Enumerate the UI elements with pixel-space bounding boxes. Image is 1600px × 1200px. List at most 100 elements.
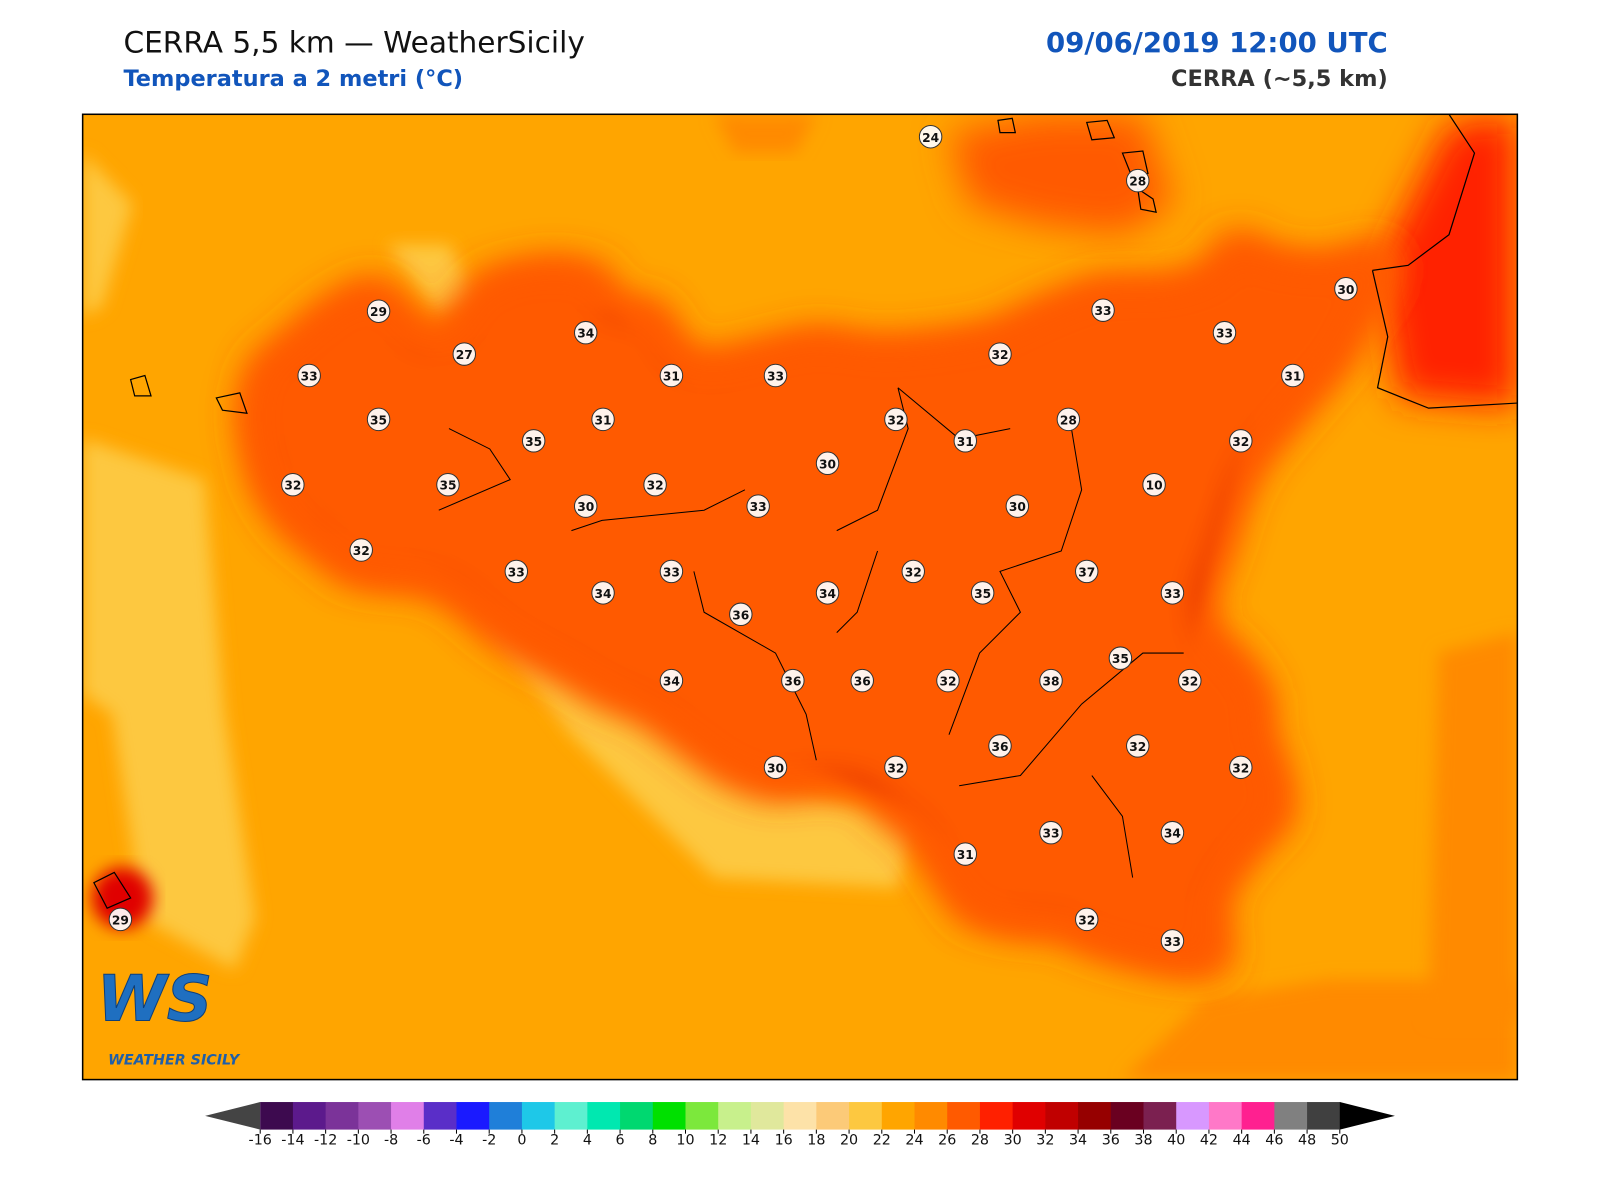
station-marker	[781, 668, 805, 693]
station: 31	[953, 429, 978, 453]
station: 34	[573, 320, 598, 345]
station: 32	[988, 342, 1012, 366]
station-value: 32	[1129, 740, 1146, 754]
station-value: 33	[508, 565, 525, 579]
station: 33	[763, 363, 788, 388]
colorbar-segment	[1078, 1102, 1112, 1130]
station-marker	[1005, 494, 1030, 518]
station-marker	[884, 407, 908, 432]
colorbar-segment	[947, 1102, 981, 1130]
station: 33	[1160, 581, 1185, 605]
station-marker	[815, 581, 840, 605]
pantelleria-heat	[91, 867, 154, 929]
subtitle: Temperatura a 2 metri (°C)	[123, 66, 463, 92]
colorbar-segment	[260, 1102, 294, 1130]
colorbar-tick-label: 48	[1298, 1132, 1316, 1148]
colorbar-tick-label: 8	[648, 1132, 657, 1148]
station: 29	[366, 299, 391, 323]
station-value: 33	[1164, 935, 1181, 949]
logo-mark: WS	[97, 961, 212, 1035]
warm-patch	[1428, 632, 1518, 1021]
station: 30	[1005, 494, 1030, 518]
station-value: 32	[284, 479, 301, 493]
station-marker	[763, 363, 788, 388]
station-value: 33	[1043, 827, 1060, 841]
aeolian-heat	[948, 114, 1174, 235]
calabria-coast	[1371, 114, 1518, 409]
station: 33	[297, 363, 321, 388]
station: 34	[659, 668, 684, 693]
station-value: 34	[819, 587, 836, 601]
station-value: 28	[1129, 175, 1146, 189]
colorbar-segment	[620, 1102, 654, 1130]
station: 27	[452, 342, 477, 366]
colorbar-tick-label: 46	[1265, 1132, 1283, 1148]
station-marker	[763, 755, 788, 780]
colorbar-segment	[489, 1102, 523, 1130]
station-value: 28	[1060, 413, 1077, 427]
colorbar-segment	[1045, 1102, 1079, 1130]
cool-patch	[82, 153, 133, 317]
station-value: 10	[1146, 479, 1163, 493]
calabria-heat	[1377, 114, 1518, 409]
station: 36	[850, 668, 874, 693]
station-marker	[349, 538, 373, 562]
station-value: 29	[370, 305, 387, 319]
datetime: 09/06/2019 12:00 UTC	[1046, 27, 1388, 59]
station-marker	[850, 668, 874, 693]
colorbar-segment	[456, 1102, 490, 1130]
station: 35	[970, 581, 995, 605]
station-marker	[366, 299, 391, 323]
station-value: 35	[439, 479, 456, 493]
cool-patch	[82, 438, 256, 970]
map-frame	[81, 113, 1519, 1081]
station-marker	[1126, 734, 1150, 758]
station-value: 29	[112, 913, 129, 927]
station: 32	[1178, 668, 1202, 693]
station: 33	[1212, 320, 1237, 345]
colorbar-tick-label: -4	[449, 1132, 463, 1148]
colorbar-segment	[750, 1102, 785, 1130]
station-marker	[1160, 820, 1185, 845]
station-marker	[108, 907, 133, 932]
station: 33	[504, 559, 529, 584]
station-value: 32	[887, 761, 904, 775]
station: 30	[763, 755, 788, 780]
colorbar-tick-label: 16	[775, 1132, 793, 1148]
station-value: 27	[456, 348, 473, 362]
station: 34	[1160, 820, 1185, 845]
station-marker	[1212, 320, 1237, 345]
station-marker	[1091, 298, 1115, 322]
station-marker	[1178, 668, 1202, 693]
station-value: 33	[750, 500, 767, 514]
colorbar-segment	[292, 1102, 327, 1130]
colorbar-tick-label: -16	[249, 1132, 272, 1148]
colorbar-tick-label: 12	[709, 1132, 727, 1148]
station-marker	[659, 668, 684, 693]
station-marker	[746, 494, 770, 518]
station-value: 38	[1043, 675, 1060, 689]
colorbar-tick-label: 44	[1233, 1132, 1251, 1148]
station-value: 32	[939, 675, 956, 689]
colorbar-segment	[1307, 1102, 1341, 1130]
station-value: 31	[663, 370, 680, 384]
station-value: 33	[301, 370, 318, 384]
colorbar-tick-label: -12	[314, 1132, 337, 1148]
colorbar-tick-label: 50	[1331, 1132, 1349, 1148]
station-marker	[659, 559, 684, 584]
station: 36	[781, 668, 805, 693]
station-value: 36	[784, 675, 801, 689]
colorbar-tick-label: -14	[281, 1132, 304, 1148]
station-marker	[659, 363, 684, 388]
station-value: 33	[1164, 587, 1181, 601]
model-label: CERRA (~5,5 km)	[1171, 66, 1388, 92]
colorbar-segment	[816, 1102, 850, 1130]
station: 32	[1229, 429, 1253, 453]
station: 36	[729, 602, 753, 627]
station-value: 33	[1095, 304, 1112, 318]
logo: WS WEATHER SICILY	[96, 961, 240, 1068]
station-marker	[366, 407, 391, 432]
station: 28	[1126, 168, 1150, 193]
